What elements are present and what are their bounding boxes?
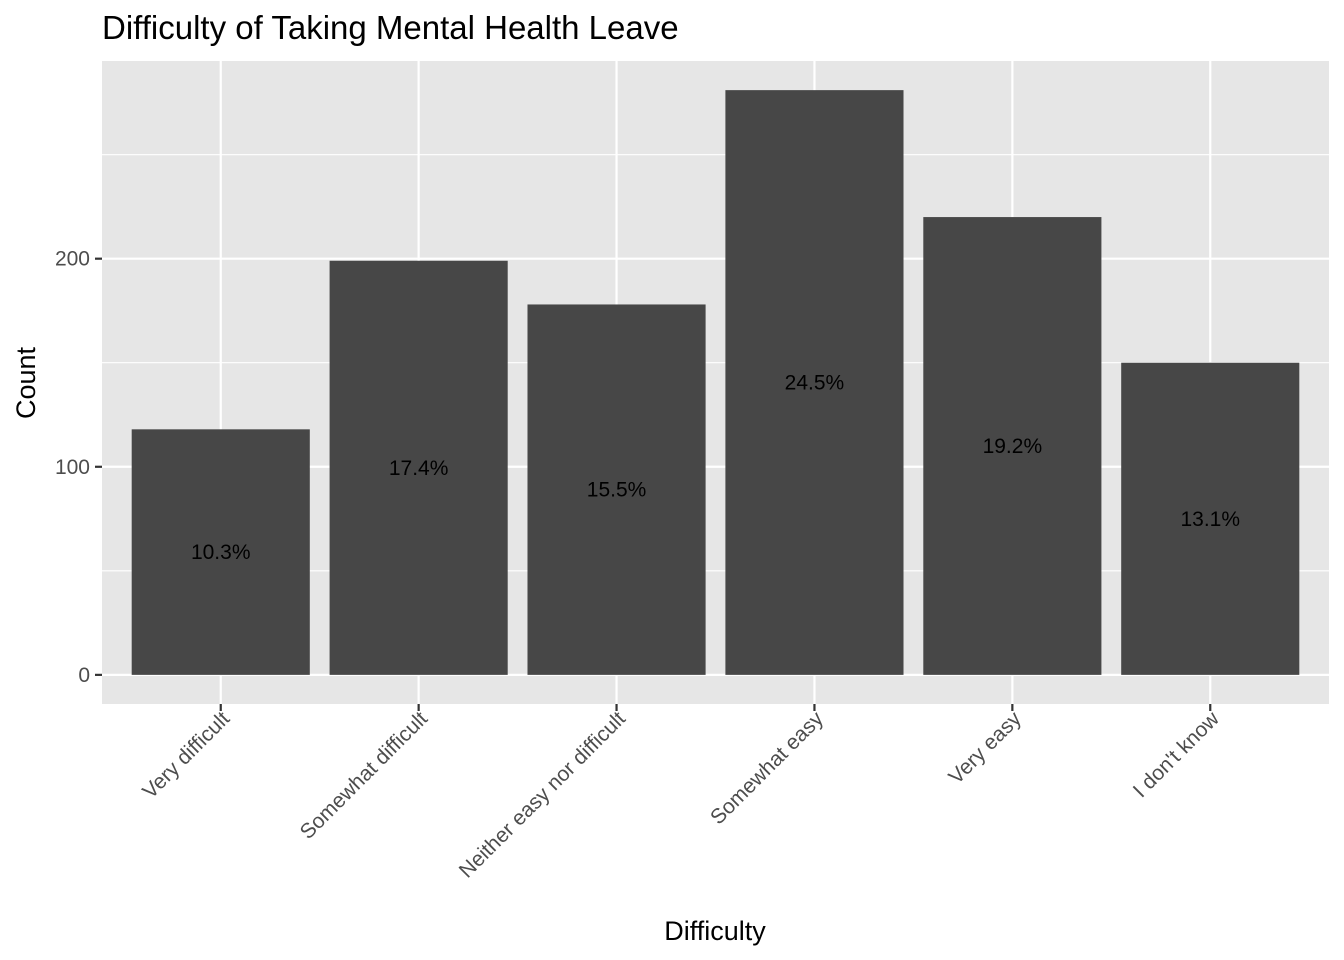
x-tick-label: Somewhat difficult bbox=[296, 707, 433, 844]
y-axis-title: Count bbox=[11, 346, 41, 419]
bar bbox=[131, 429, 310, 675]
bar bbox=[725, 90, 904, 675]
x-axis: Very difficult Somewhat difficult Neither … bbox=[138, 704, 1224, 883]
bar-data-label: 10.3% bbox=[191, 541, 251, 564]
bar bbox=[329, 260, 508, 675]
bar bbox=[923, 217, 1102, 675]
x-tick-label: Neither easy nor difficult bbox=[455, 707, 630, 882]
x-tick-label: Somewhat easy bbox=[706, 707, 828, 829]
y-tick-label: 200 bbox=[55, 248, 90, 271]
bar-data-label: 17.4% bbox=[389, 457, 449, 480]
chart-title: Difficulty of Taking Mental Health Leave bbox=[102, 9, 679, 46]
y-axis: 0 100 200 bbox=[55, 248, 102, 687]
bar-data-labels: 10.3% 17.4% 15.5% 24.5% 19.2% 13.1% bbox=[191, 372, 1240, 565]
x-tick-label: Very difficult bbox=[138, 707, 234, 803]
bar-data-label: 15.5% bbox=[587, 479, 647, 502]
bar-data-label: 19.2% bbox=[983, 435, 1043, 458]
bar-data-label: 13.1% bbox=[1180, 508, 1240, 531]
y-tick-label: 100 bbox=[55, 456, 90, 479]
bar bbox=[1121, 362, 1300, 675]
x-tick-label: I don't know bbox=[1129, 707, 1225, 803]
bar bbox=[527, 304, 706, 675]
bars bbox=[131, 90, 1300, 675]
y-tick-label: 0 bbox=[78, 664, 90, 687]
bar-data-label: 24.5% bbox=[785, 372, 845, 395]
x-tick-label: Very easy bbox=[944, 707, 1026, 789]
x-axis-title: Difficulty bbox=[664, 916, 766, 946]
